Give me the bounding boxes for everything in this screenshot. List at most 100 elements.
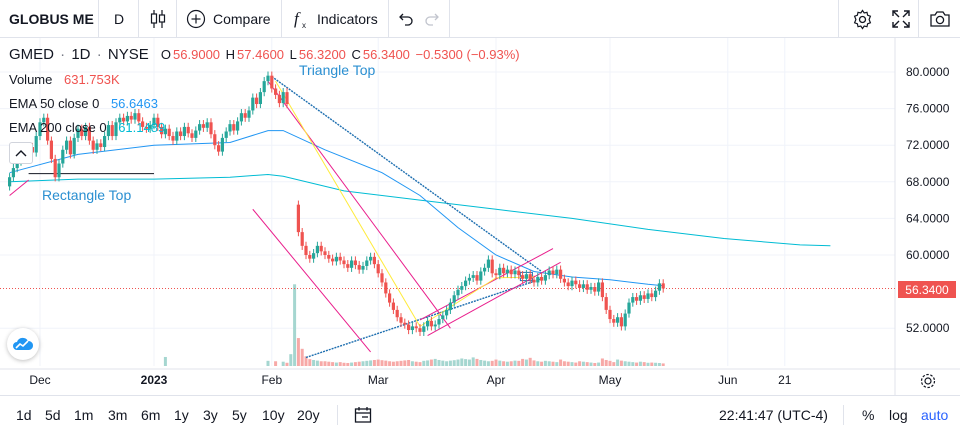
candle-body (34, 136, 38, 153)
toolbar-divider (337, 405, 338, 425)
candle-body (262, 81, 266, 93)
candle-body (513, 270, 517, 275)
volume-bar (296, 338, 300, 366)
symbol-search[interactable]: GLOBUS ME (9, 11, 94, 27)
gear-icon-hub (924, 377, 932, 385)
candle-body (190, 133, 194, 138)
candle-body (407, 324, 411, 331)
candle-body (410, 326, 414, 331)
volume-bar (600, 358, 604, 366)
range-button-3m[interactable]: 3m (108, 406, 128, 423)
candle-body (129, 115, 133, 120)
candle-body (517, 270, 521, 276)
range-button-10y[interactable]: 10y (262, 406, 285, 423)
volume-bar (551, 361, 555, 366)
candle-body (357, 265, 361, 270)
toolbar-divider (98, 0, 99, 38)
volume-bar (433, 358, 437, 366)
candle-body (631, 297, 635, 303)
legend-dot: · (96, 46, 102, 63)
volume-bar (505, 361, 509, 366)
candle-body (95, 143, 99, 150)
candle-body (163, 128, 167, 135)
bottom-divider (0, 395, 960, 396)
range-button-1m[interactable]: 1m (74, 406, 94, 423)
goto-date-button[interactable] (354, 396, 372, 433)
candle-body (327, 255, 331, 259)
candle-body (391, 302, 395, 310)
candle-body (384, 282, 388, 294)
volume-bar (619, 360, 623, 366)
settings-button[interactable] (852, 0, 873, 38)
snapshot-button[interactable] (929, 0, 951, 38)
candle-body (87, 126, 91, 141)
candle-body (266, 75, 270, 82)
range-button-3y[interactable]: 3y (203, 406, 218, 423)
range-button-1d[interactable]: 1d (16, 406, 32, 423)
volume-bar (289, 354, 293, 366)
ema200-legend[interactable]: EMA 200 close 0 61.1489 (9, 120, 167, 135)
candle-body (304, 245, 308, 255)
fullscreen-button[interactable] (892, 0, 910, 38)
candle-body (597, 282, 601, 292)
volume-bar (479, 359, 483, 366)
range-button-5y[interactable]: 5y (232, 406, 247, 423)
candle-body (194, 130, 198, 138)
candle-body (114, 122, 118, 137)
candle-body (646, 293, 650, 299)
open-label: O (160, 47, 172, 62)
volume-bar (547, 361, 551, 366)
volume-bar (448, 360, 452, 366)
volume-bar (285, 362, 289, 366)
legend-collapse-button[interactable] (9, 142, 33, 164)
volume-bar (616, 359, 620, 366)
range-button-5d[interactable]: 5d (45, 406, 61, 423)
candle-body (479, 271, 483, 281)
range-button-6m[interactable]: 6m (141, 406, 161, 423)
legend-interval: 1D (71, 46, 91, 63)
volume-bar (369, 360, 373, 366)
candle-body (160, 126, 164, 135)
log-toggle[interactable]: log (889, 406, 908, 423)
gear-icon-ring (920, 373, 936, 389)
range-button-1y[interactable]: 1y (174, 406, 189, 423)
percent-toggle[interactable]: % (862, 406, 875, 423)
candle-body (433, 324, 437, 327)
ema200-value: 61.1489 (118, 120, 166, 135)
undo-button[interactable] (396, 0, 414, 38)
volume-legend[interactable]: Volume 631.753K (9, 72, 122, 87)
chevron-up-icon (15, 150, 27, 157)
change-value: −0.5300 (−0.93%) (415, 47, 520, 62)
volume-bar (467, 359, 471, 366)
candle-body (53, 158, 57, 178)
volume-bar (376, 359, 380, 366)
volume-bar (486, 361, 490, 366)
chart-type-button[interactable] (149, 0, 167, 38)
range-button-20y[interactable]: 20y (297, 406, 320, 423)
volume-bar (395, 361, 399, 366)
candle-body (509, 269, 513, 275)
ema50-legend[interactable]: EMA 50 close 0 56.6463 (9, 96, 160, 111)
candle-body (281, 92, 285, 104)
compare-button[interactable]: Compare (186, 0, 271, 38)
candle-body (312, 253, 316, 259)
volume-bar (437, 359, 441, 366)
candle-body (559, 269, 563, 279)
clock-timezone[interactable]: 22:41:47 (UTC-4) (719, 406, 828, 423)
interval-button[interactable]: D (114, 11, 125, 27)
descending-channel-upper (267, 80, 451, 329)
redo-button[interactable] (424, 0, 442, 38)
time-tick-label: Apr (487, 373, 506, 387)
candle-body (429, 320, 433, 327)
volume-bar (308, 359, 312, 366)
candle-body (581, 284, 585, 288)
rectangle-top-annotation: Rectangle Top (42, 187, 131, 203)
candle-body (521, 275, 525, 279)
price-chart[interactable]: Triangle Top Rectangle Top 80.0000 76.0000… (0, 38, 960, 395)
auto-toggle[interactable]: auto (921, 406, 949, 423)
tradingview-logo[interactable] (7, 328, 39, 360)
candle-body (38, 122, 42, 137)
toolbar-divider (176, 0, 177, 38)
candle-body (502, 267, 506, 274)
